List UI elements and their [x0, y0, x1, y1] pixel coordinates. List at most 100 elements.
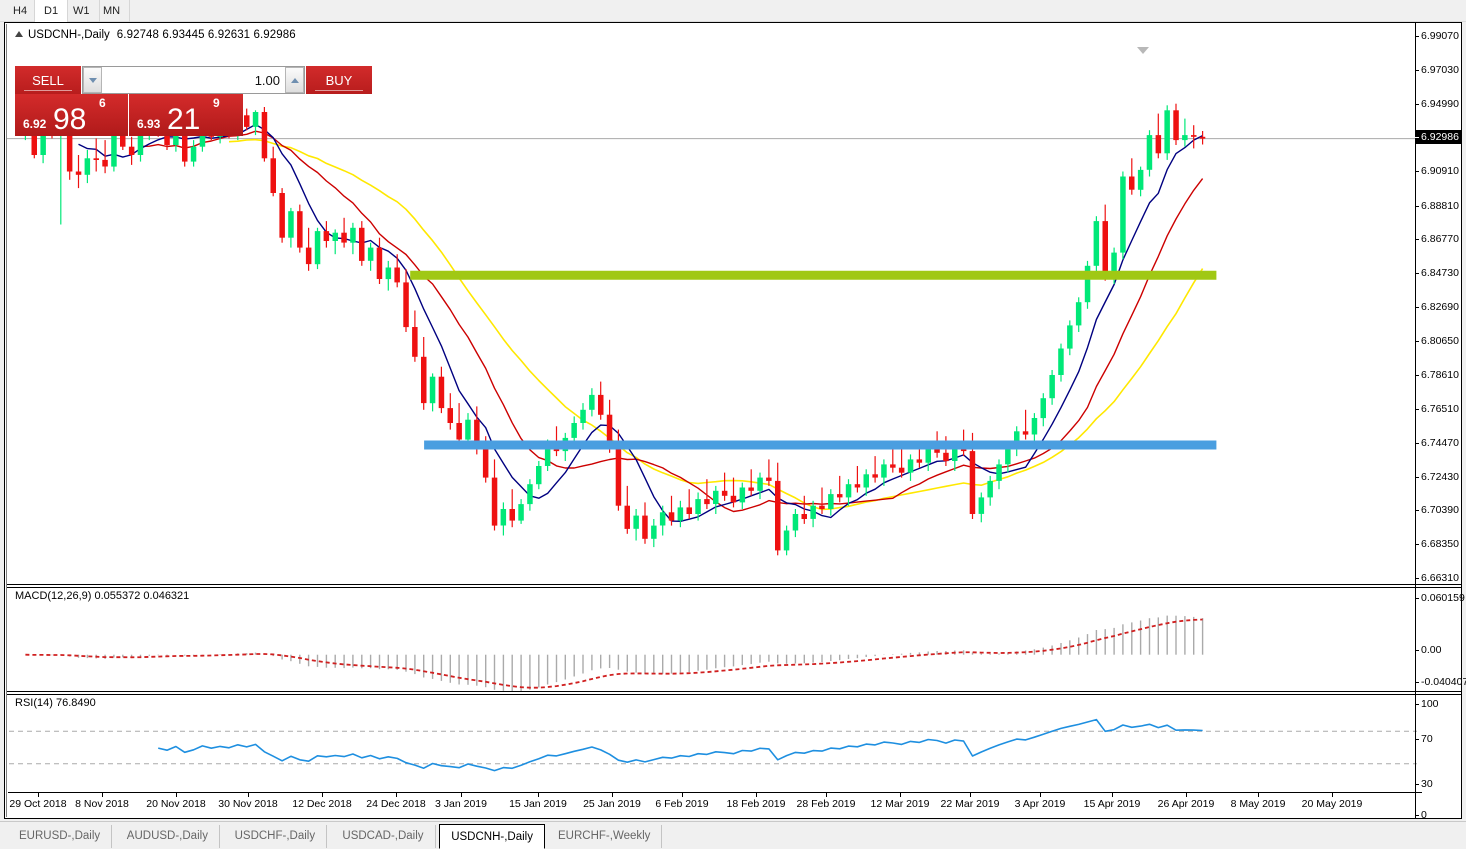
chart-tab-bar: EURUSD-,Daily AUDUSD-,Daily USDCHF-,Daily U… [0, 821, 1466, 849]
date-label: 22 Mar 2019 [940, 798, 1000, 810]
sell-pips: 98 [53, 103, 87, 136]
date-tick [756, 793, 757, 797]
date-tick [538, 793, 539, 797]
oct-controls-row: SELL BUY [15, 66, 372, 94]
volume-decrease-button[interactable] [83, 67, 102, 93]
price-scale-tick: 6.88810 [1415, 200, 1459, 212]
date-tick [102, 793, 103, 797]
price-scale-tick: 6.80650 [1415, 335, 1459, 347]
date-label: 20 Nov 2018 [146, 798, 206, 810]
rsi-scale-tick: 30 [1415, 778, 1433, 790]
price-scale[interactable]: 6.99070 6.97030 6.94990 6.92986 6.90910 6.888… [1415, 22, 1466, 821]
date-label: 30 Nov 2018 [218, 798, 278, 810]
sell-price-block[interactable]: 6.92 98 6 [15, 94, 129, 136]
date-label: 12 Dec 2018 [292, 798, 352, 810]
macd-scale-tick: 0.00 [1415, 644, 1441, 656]
date-axis: 29 Oct 2018 8 Nov 2018 20 Nov 2018 30 Nov 2… [8, 792, 1422, 817]
macd-panel[interactable] [7, 588, 1421, 692]
price-scale-tick: 6.78610 [1415, 369, 1459, 381]
volume-input[interactable] [102, 67, 285, 93]
price-scale-tick: 6.66310 [1415, 572, 1459, 584]
chart-tab-audusd[interactable]: AUDUSD-,Daily [116, 825, 220, 848]
chart-tab-eurusd[interactable]: EURUSD-,Daily [8, 825, 113, 848]
macd-scale-tick: -0.040407 [1415, 676, 1466, 688]
date-label: 12 Mar 2019 [870, 798, 930, 810]
rsi-scale-tick: 100 [1415, 698, 1439, 710]
date-tick [38, 793, 39, 797]
price-scale-tick: 6.94990 [1415, 98, 1459, 110]
buy-price-block[interactable]: 6.93 21 9 [129, 94, 243, 136]
symbol-name: USDCNH-,Daily [28, 29, 110, 41]
chart-canvas[interactable]: USDCNH-,Daily 6.92748 6.93445 6.92631 6.9… [6, 24, 1461, 817]
price-scale-tick: 6.82690 [1415, 301, 1459, 313]
price-scale-border [1415, 22, 1416, 819]
rsi-panel[interactable] [7, 695, 1421, 792]
oct-prices-row: 6.92 98 6 6.93 21 9 [15, 94, 243, 136]
chart-tab-usdcnh[interactable]: USDCNH-,Daily [439, 824, 545, 849]
one-click-trading-panel[interactable]: SELL BUY 6.92 98 [15, 66, 372, 136]
sell-big-figure: 6.92 [23, 117, 47, 131]
price-scale-tick: 6.72430 [1415, 471, 1459, 483]
date-label: 6 Feb 2019 [655, 798, 709, 810]
sell-fraction: 6 [99, 96, 106, 110]
sell-button[interactable]: SELL [15, 66, 81, 94]
date-tick [1186, 793, 1187, 797]
date-tick [970, 793, 971, 797]
price-scale-tick: 6.99070 [1415, 30, 1459, 42]
date-label: 15 Apr 2019 [1083, 798, 1141, 810]
date-tick [612, 793, 613, 797]
date-label: 26 Apr 2019 [1157, 798, 1215, 810]
date-tick [396, 793, 397, 797]
price-scale-tick: 6.84730 [1415, 267, 1459, 279]
date-label: 25 Jan 2019 [583, 798, 641, 810]
rsi-scale-tick: 70 [1415, 733, 1433, 745]
date-tick [900, 793, 901, 797]
chart-top-marker-icon [1137, 47, 1149, 54]
date-label: 29 Oct 2018 [9, 798, 67, 810]
price-scale-tick: 6.70390 [1415, 504, 1459, 516]
date-tick [1258, 793, 1259, 797]
timeframe-toolbar: H4 D1 W1 MN [0, 0, 1466, 22]
chevron-down-icon [88, 77, 97, 83]
price-scale-tick: 6.68350 [1415, 538, 1459, 550]
date-label: 8 Nov 2018 [75, 798, 129, 810]
chart-tab-usdchf[interactable]: USDCHF-,Daily [224, 825, 328, 848]
timeframe-button-w1[interactable]: W1 [64, 0, 100, 22]
date-label: 24 Dec 2018 [366, 798, 426, 810]
chart-tab-usdcad[interactable]: USDCAD-,Daily [331, 825, 436, 848]
rsi-panel-separator [7, 691, 1461, 695]
chart-frame: USDCNH-,Daily 6.92748 6.93445 6.92631 6.9… [4, 22, 1462, 819]
date-label: 28 Feb 2019 [796, 798, 856, 810]
date-tick [1332, 793, 1333, 797]
timeframe-button-h4[interactable]: H4 [4, 0, 38, 22]
date-label: 18 Feb 2019 [726, 798, 786, 810]
timeframe-button-mn[interactable]: MN [94, 0, 131, 22]
triangle-up-icon[interactable] [15, 31, 23, 37]
macd-scale-tick: 0.060159 [1415, 592, 1465, 604]
symbol-header: USDCNH-,Daily 6.92748 6.93445 6.92631 6.9… [15, 29, 296, 41]
symbol-ohlc: 6.92748 6.93445 6.92631 6.92986 [116, 29, 296, 41]
date-tick [682, 793, 683, 797]
price-scale-tick: 6.76510 [1415, 403, 1459, 415]
volume-stepper[interactable] [82, 66, 305, 94]
price-scale-tick: 6.97030 [1415, 64, 1459, 76]
date-label: 3 Jan 2019 [435, 798, 487, 810]
date-label: 15 Jan 2019 [509, 798, 567, 810]
date-tick [461, 793, 462, 797]
rsi-scale-tick: 0 [1415, 809, 1427, 821]
volume-increase-button[interactable] [285, 67, 304, 93]
buy-pips: 21 [167, 103, 201, 136]
date-label: 8 May 2019 [1230, 798, 1286, 810]
chart-tab-eurchf[interactable]: EURCHF-,Weekly [547, 825, 663, 848]
date-tick [1040, 793, 1041, 797]
date-tick [826, 793, 827, 797]
buy-fraction: 9 [213, 96, 220, 110]
timeframe-button-d1[interactable]: D1 [34, 0, 69, 22]
chevron-up-icon [290, 77, 299, 83]
date-label: 3 Apr 2019 [1014, 798, 1066, 810]
price-scale-tick: 6.86770 [1415, 233, 1459, 245]
buy-button[interactable]: BUY [306, 66, 372, 94]
date-tick [322, 793, 323, 797]
price-panel[interactable] [7, 24, 1421, 584]
macd-caption: MACD(12,26,9) 0.055372 0.046321 [15, 590, 190, 602]
